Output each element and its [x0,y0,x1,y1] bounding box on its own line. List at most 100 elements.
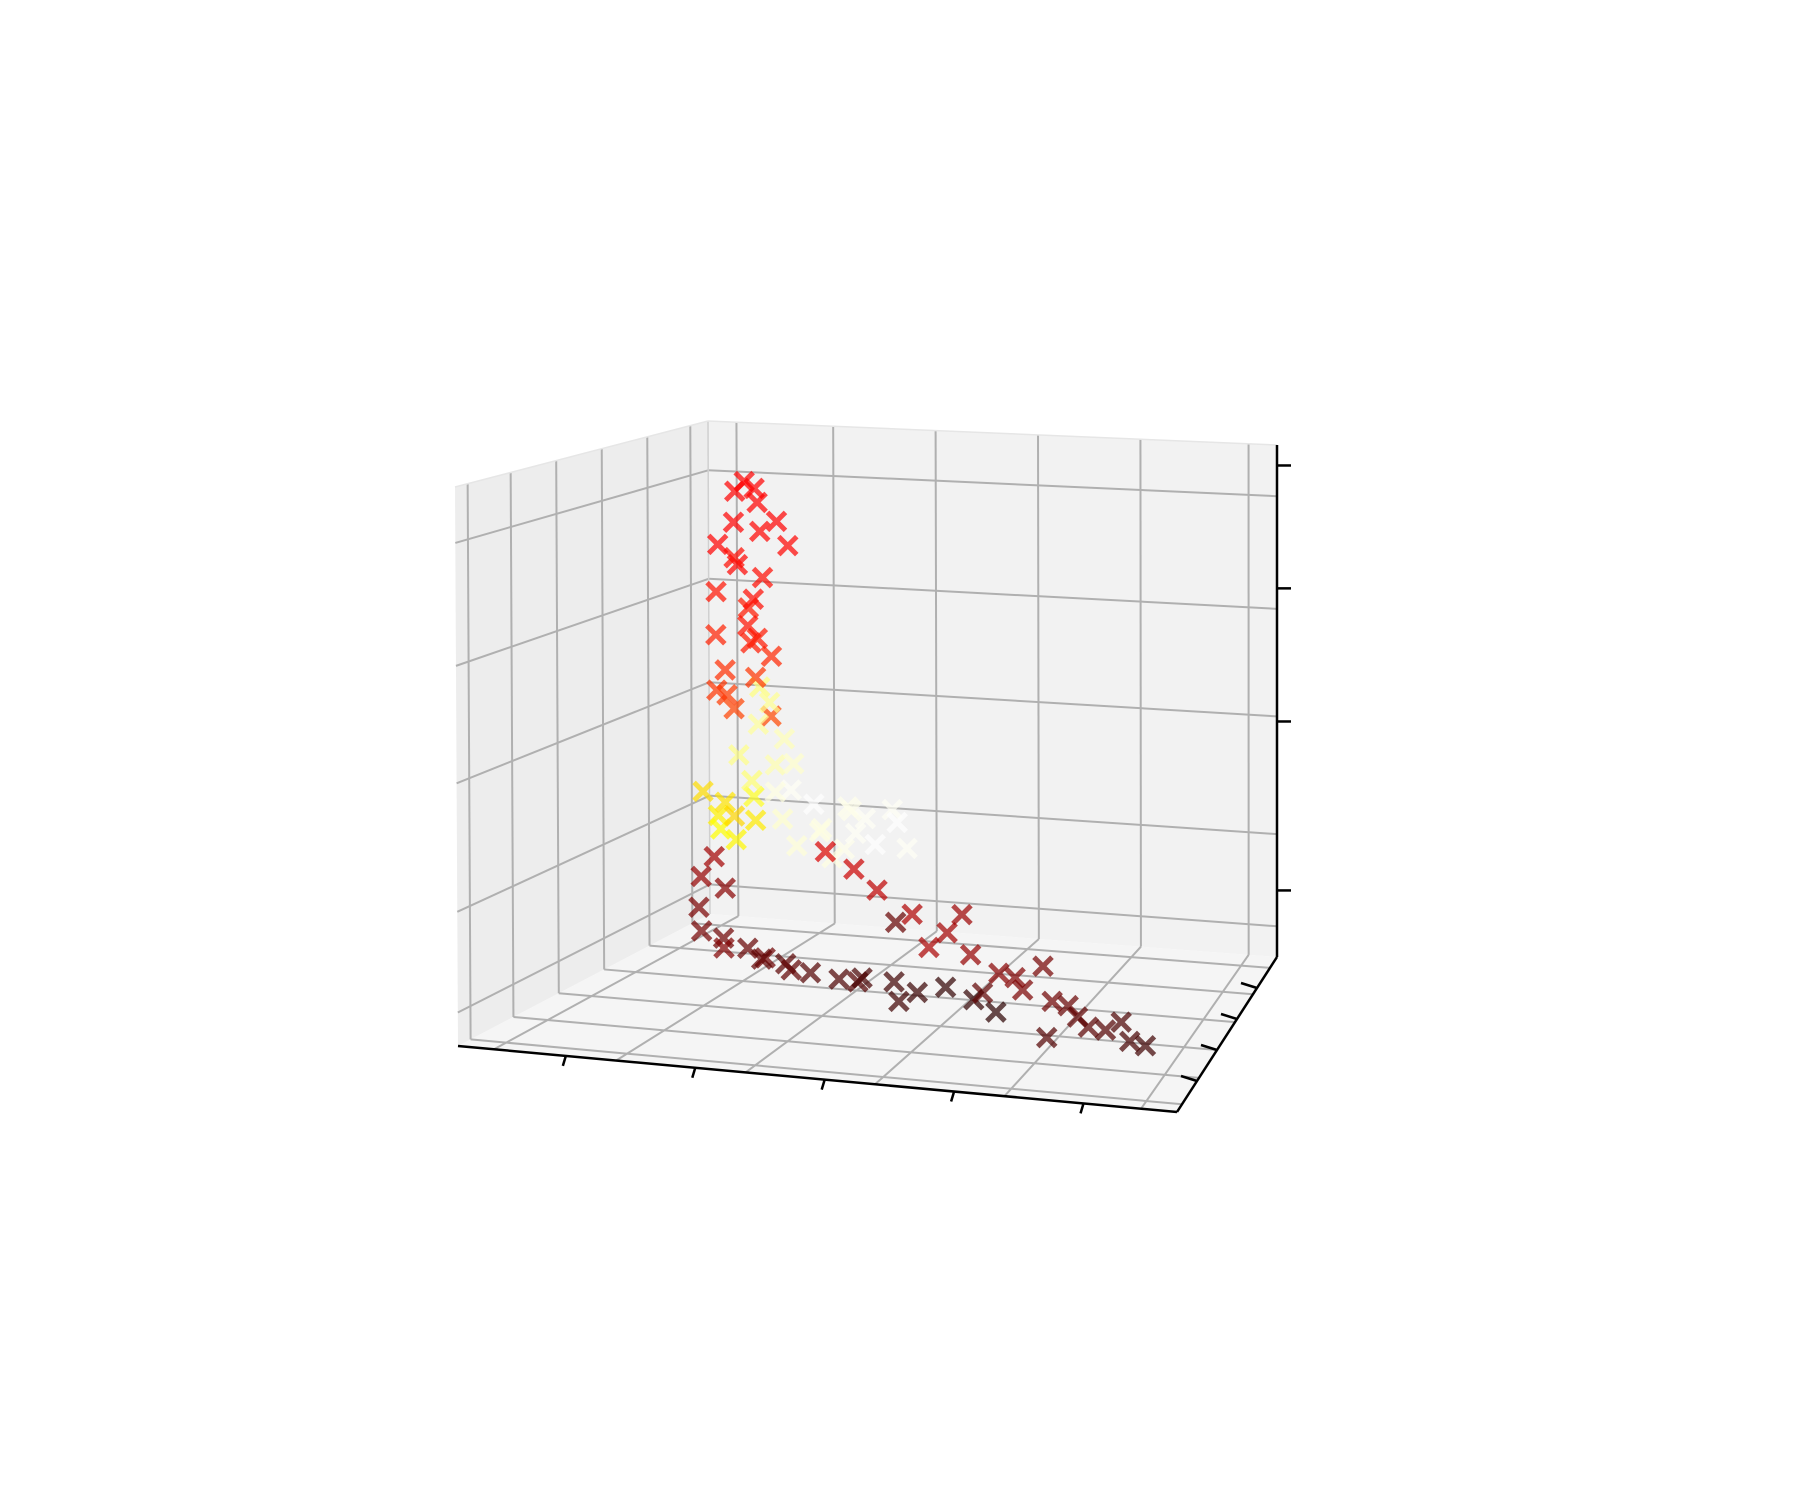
data-point-stroke [814,840,837,863]
data-point-stroke [840,799,863,822]
data-point-stroke [751,566,774,589]
y-tick [1200,1043,1218,1052]
data-point-stroke [706,533,729,556]
grid-line-x-back [832,426,836,924]
data-point-stroke [866,879,888,901]
data-point [692,780,714,803]
grid-line-y-floor [558,992,1218,1051]
x-tick [691,1067,697,1079]
data-point [750,948,773,970]
data-point-stroke [726,553,749,576]
grid-line-z-back [709,794,1278,836]
data-point [723,697,745,720]
pane-edge [707,420,711,915]
data-point-stroke [828,968,850,990]
pane-edge [454,420,709,488]
data-point [782,752,805,775]
grid-line-z-back [708,469,1278,498]
data-point [751,566,774,589]
data-point [714,659,736,681]
data-point [714,877,737,899]
data-point-stroke [705,580,727,603]
grid-line-y-left [509,472,515,1017]
data-point-stroke [782,752,805,775]
data-point [728,744,750,766]
data-point [703,845,726,868]
grid-line-y-left [466,483,472,1040]
pane-floor [458,914,1277,1112]
data-point-stroke [741,769,763,792]
data-point-stroke [692,780,714,803]
data-points [688,470,1157,1057]
data-point [906,981,929,1004]
data-point-stroke [1004,966,1026,989]
data-point-stroke [758,691,781,714]
data-point [808,820,831,843]
x-tick [561,1055,568,1067]
grid-line-x-back [934,430,938,932]
data-point [1032,955,1054,977]
grid-line-z-left [455,469,709,544]
grid-line-z-left [457,883,711,1014]
data-point-stroke [1077,1016,1100,1038]
data-point [936,921,958,944]
data-point-stroke [901,903,923,926]
data-point [1011,979,1034,1001]
data-point-stroke [884,911,907,934]
data-point-stroke [799,961,822,984]
data-point-stroke [851,967,873,989]
data-point-stroke [785,835,808,857]
data-point [746,627,769,650]
data-point-stroke [1041,990,1063,1013]
grid-lines [454,420,1278,1110]
data-point-stroke [888,990,910,1013]
data-point-stroke [728,744,750,766]
data-point [988,962,1010,985]
data-point-stroke [714,877,737,899]
data-point-stroke [748,520,771,543]
data-point-stroke [747,713,770,735]
data-point-stroke [1134,1034,1157,1057]
grid-line-x-floor [615,922,836,1062]
data-point-stroke [1032,955,1054,977]
data-point [764,781,787,803]
data-point [803,793,825,815]
data-point-stroke [714,791,736,814]
data-point-stroke [843,858,865,880]
data-point [1094,1019,1117,1041]
data-point-stroke [951,903,973,926]
data-point-stroke [773,728,796,750]
data-point-stroke [896,837,918,860]
data-point [690,920,713,942]
data-point [690,865,712,888]
data-point-stroke [713,937,735,959]
x-tick [1079,1103,1085,1114]
data-point [765,510,788,533]
y-tick [1220,1012,1238,1021]
grid-line-x-floor [745,930,938,1074]
data-point-stroke [722,511,745,534]
data-point-stroke [764,781,787,803]
data-point-stroke [705,623,727,646]
data-point-stroke [971,982,994,1004]
grid-line-y-left [555,460,560,994]
data-point-stroke [771,808,794,830]
y-axis-line [1175,956,1279,1113]
y-tick [1180,1074,1198,1083]
data-point [1041,990,1063,1013]
data-point [814,840,837,863]
data-point [918,936,940,959]
data-point [866,879,888,901]
data-point [744,666,767,689]
data-point-stroke [936,921,958,944]
data-point-stroke [780,779,802,801]
data-point [799,961,822,984]
data-point [780,959,803,981]
data-point-stroke [714,659,736,681]
data-point [883,971,905,993]
data-point-stroke [1110,1011,1132,1033]
data-point [1004,966,1026,989]
data-point-stroke [744,809,767,832]
